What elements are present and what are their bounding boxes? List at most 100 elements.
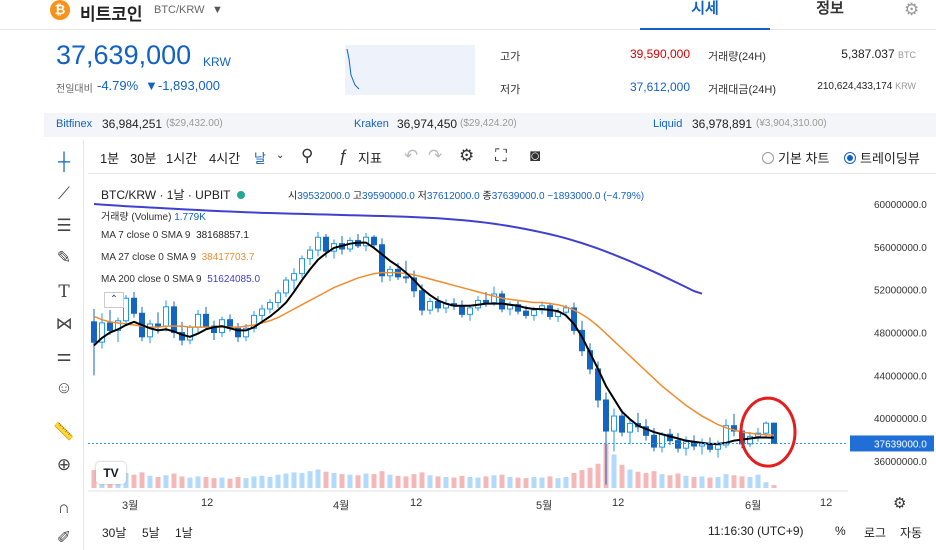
ma27-legend[interactable]: MA 27 close 0 SMA 9 38417703.7 xyxy=(101,252,255,263)
brush-icon[interactable]: ✎ xyxy=(56,248,72,267)
function-icon[interactable]: ƒ xyxy=(338,146,348,165)
ma7-legend[interactable]: MA 7 close 0 SMA 9 38168857.1 xyxy=(101,230,249,241)
candle-body xyxy=(291,273,297,281)
fullscreen-icon[interactable]: ⛶ xyxy=(495,146,507,165)
candle-body xyxy=(531,309,537,316)
range-1d[interactable]: 1날 xyxy=(175,526,193,540)
candle-body xyxy=(91,321,97,343)
trendline-icon[interactable]: ⟋ xyxy=(58,184,70,203)
text-icon[interactable]: T xyxy=(58,282,70,302)
volume-bar xyxy=(443,477,449,488)
candle-body xyxy=(267,302,273,310)
gear-icon[interactable]: ⚙ xyxy=(904,0,920,19)
chart-toolbar: 1분 30분 1시간 4시간 날 ⌄ ⚲ ƒ 지표 ↶ ↷ ⚙ ⛶ ◙ 기본 차… xyxy=(88,140,936,174)
x-tick: 12 xyxy=(612,497,625,509)
exchange-name[interactable]: Bitfinex xyxy=(56,118,93,130)
basic-chart-radio[interactable]: 기본 차트 xyxy=(762,148,829,167)
volume-label: 거래량(24H) xyxy=(708,51,766,63)
exchange-name[interactable]: Kraken xyxy=(354,118,389,130)
exchange-name[interactable]: Liquid xyxy=(653,118,683,130)
pencil-lock-icon[interactable]: ✐ xyxy=(56,528,72,547)
volume-bar xyxy=(507,477,513,488)
ruler-icon[interactable]: 📏 xyxy=(53,422,75,441)
undo-icon[interactable]: ↶ xyxy=(404,146,419,165)
volume-bar xyxy=(187,477,193,488)
y-axis-ticks: 60000000.0 56000000.0 52000000.0 48000000.0… xyxy=(874,200,927,468)
volume-bar xyxy=(731,475,737,488)
prediction-icon[interactable]: ⚌ xyxy=(56,346,72,365)
candle-body xyxy=(643,426,649,436)
log-toggle[interactable]: 로그 xyxy=(864,526,887,540)
emoji-icon[interactable]: ☺ xyxy=(55,378,73,397)
zoom-in-icon[interactable]: ⊕ xyxy=(56,455,72,474)
volume-bar xyxy=(659,474,665,488)
exchange-price: 36,978,891 xyxy=(692,117,753,131)
redo-icon[interactable]: ↷ xyxy=(428,146,443,165)
chart-legend-title: BTC/KRW · 1날 · UPBIT xyxy=(101,186,251,203)
volume-bar xyxy=(291,472,297,488)
interval-1h[interactable]: 1시간 xyxy=(166,151,198,166)
candle-body xyxy=(699,443,705,447)
clock[interactable]: 11:16:30 (UTC+9) xyxy=(708,524,804,538)
volume-bar xyxy=(715,477,721,488)
volume-bar xyxy=(363,473,369,488)
auto-toggle[interactable]: 자동 xyxy=(900,526,923,540)
percent-toggle[interactable]: % xyxy=(835,524,846,538)
coin-pair[interactable]: BTC/KRW xyxy=(154,4,205,16)
candle-body xyxy=(499,293,505,310)
chevron-down-icon[interactable]: ▼ xyxy=(212,4,223,16)
volume-bar xyxy=(355,475,361,488)
pattern-icon[interactable]: ⋈ xyxy=(55,314,73,333)
ohlc-readout: 시39532000.0 고39590000.0 저37612000.0 종376… xyxy=(288,191,645,202)
interval-30m[interactable]: 30분 xyxy=(130,151,157,166)
range-5d[interactable]: 5날 xyxy=(142,526,160,540)
chevron-down-icon[interactable]: ⌄ xyxy=(276,150,285,161)
candle-body xyxy=(571,307,577,331)
candle-body xyxy=(619,415,625,433)
candle-type-icon[interactable]: ⚲ xyxy=(301,146,314,165)
collapse-legend-button[interactable]: ⌃ xyxy=(104,292,124,308)
volume-bar xyxy=(435,476,441,488)
volume-legend[interactable]: 거래량 (Volume) 1.779K xyxy=(101,212,206,223)
volume-bar xyxy=(675,473,681,488)
volume-bar xyxy=(555,478,561,488)
volume-bar xyxy=(707,477,713,488)
y-tick: 60000000.0 xyxy=(874,200,927,211)
volume-bar xyxy=(331,472,337,488)
candle-body xyxy=(315,236,321,251)
candle-body xyxy=(163,306,169,327)
candle-body xyxy=(211,325,217,334)
camera-icon[interactable]: ◙ xyxy=(530,146,541,165)
horizontal-lines-icon[interactable]: ☰ xyxy=(56,216,72,235)
tradingview-radio[interactable]: 트레이딩뷰 xyxy=(844,148,920,167)
high-value: 39,590,000 xyxy=(629,47,690,61)
interval-day[interactable]: 날 xyxy=(254,151,266,166)
volume-bar xyxy=(635,471,641,488)
candle-body xyxy=(603,399,609,432)
crosshair-icon[interactable]: ┼ xyxy=(57,152,71,171)
range-30d[interactable]: 30날 xyxy=(102,526,127,540)
price-chart[interactable]: 60000000.0 56000000.0 52000000.0 48000000.0… xyxy=(88,176,936,496)
settings-gear-icon[interactable]: ⚙ xyxy=(459,146,475,165)
interval-4h[interactable]: 4시간 xyxy=(209,151,241,166)
x-tick: 6월 xyxy=(745,500,762,512)
candle-body xyxy=(371,236,377,246)
magnet-icon[interactable]: ∩ xyxy=(57,498,71,517)
indicators-button[interactable]: 지표 xyxy=(358,151,382,166)
tab-quote[interactable]: 시세 xyxy=(640,0,770,30)
tab-info[interactable]: 정보 xyxy=(816,0,844,17)
candle-body xyxy=(675,440,681,449)
candle-body xyxy=(307,249,313,260)
volume-bar xyxy=(419,472,425,488)
candles xyxy=(91,231,777,485)
volume-bar xyxy=(147,475,153,488)
value-24h: 210,624,433,174 KRW xyxy=(817,81,916,92)
value-label: 거래대금(24H) xyxy=(708,84,776,96)
axis-settings-gear-icon[interactable]: ⚙ xyxy=(893,495,907,512)
prev-day-label: 전일대비 xyxy=(56,84,93,95)
interval-1m[interactable]: 1분 xyxy=(100,151,120,166)
ma7-line xyxy=(93,241,775,445)
x-tick: 4월 xyxy=(333,500,350,512)
coin-name[interactable]: 비트코인 xyxy=(80,5,143,24)
ma200-legend[interactable]: MA 200 close 0 SMA 9 51624085.0 xyxy=(101,274,261,285)
